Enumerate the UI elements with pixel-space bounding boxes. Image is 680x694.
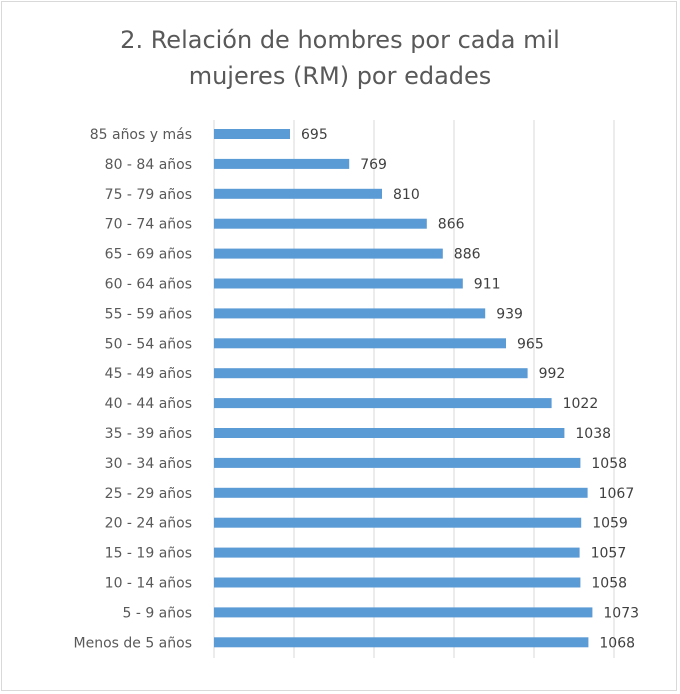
category-label: 65 - 69 años <box>105 247 192 263</box>
data-label: 1067 <box>599 486 635 502</box>
data-label: 1073 <box>603 605 639 621</box>
bar <box>214 218 427 229</box>
data-label: 769 <box>360 157 387 173</box>
category-label: 15 - 19 años <box>105 546 192 562</box>
category-label: 10 - 14 años <box>105 576 192 592</box>
data-label: 911 <box>474 277 501 293</box>
bar <box>214 428 565 438</box>
bar <box>214 577 581 588</box>
data-label: 1038 <box>575 426 611 442</box>
data-label: 1058 <box>591 576 627 592</box>
category-label: Menos de 5 años <box>74 635 193 651</box>
data-label: 886 <box>454 247 481 263</box>
category-label: 80 - 84 años <box>105 157 192 173</box>
bar <box>214 607 593 618</box>
bar <box>214 398 552 409</box>
data-label: 866 <box>438 217 465 233</box>
chart-title-line-1: 2. Relación de hombres por cada mil <box>120 26 560 54</box>
bar <box>214 517 582 528</box>
category-label: 70 - 74 años <box>105 217 192 233</box>
data-label: 1058 <box>591 456 627 472</box>
bar <box>214 248 443 259</box>
data-label: 1022 <box>563 396 599 412</box>
category-label: 40 - 44 años <box>105 396 192 412</box>
category-label: 35 - 39 años <box>105 426 192 442</box>
bar <box>214 637 589 648</box>
data-label: 965 <box>517 336 544 352</box>
data-label: 1068 <box>599 635 635 651</box>
data-label: 992 <box>539 366 566 382</box>
category-label: 75 - 79 años <box>105 187 192 203</box>
bar <box>214 278 463 289</box>
chart-title-line-2: mujeres (RM) por edades <box>188 62 492 90</box>
bar <box>214 188 382 199</box>
category-label: 50 - 54 años <box>105 336 192 352</box>
chart-title: 2. Relación de hombres por cada mil muje… <box>0 22 680 94</box>
category-label: 60 - 64 años <box>105 277 192 293</box>
bar <box>214 457 581 468</box>
category-label: 85 años y más <box>90 127 192 143</box>
data-label: 939 <box>496 306 523 322</box>
bar <box>214 338 506 349</box>
data-label: 695 <box>301 127 328 143</box>
category-label: 45 - 49 años <box>105 366 192 382</box>
category-label: 25 - 29 años <box>105 486 192 502</box>
data-label: 810 <box>393 187 420 203</box>
category-label: 20 - 24 años <box>105 516 192 532</box>
bar <box>214 308 486 319</box>
bar <box>214 487 588 498</box>
data-label: 1057 <box>591 546 627 562</box>
category-label: 55 - 59 años <box>105 306 192 322</box>
category-label: 30 - 34 años <box>105 456 192 472</box>
bar <box>214 158 350 169</box>
bar <box>214 129 290 139</box>
category-label: 5 - 9 años <box>122 605 192 621</box>
bar <box>214 547 580 558</box>
bar <box>214 368 528 379</box>
data-label: 1059 <box>592 516 628 532</box>
